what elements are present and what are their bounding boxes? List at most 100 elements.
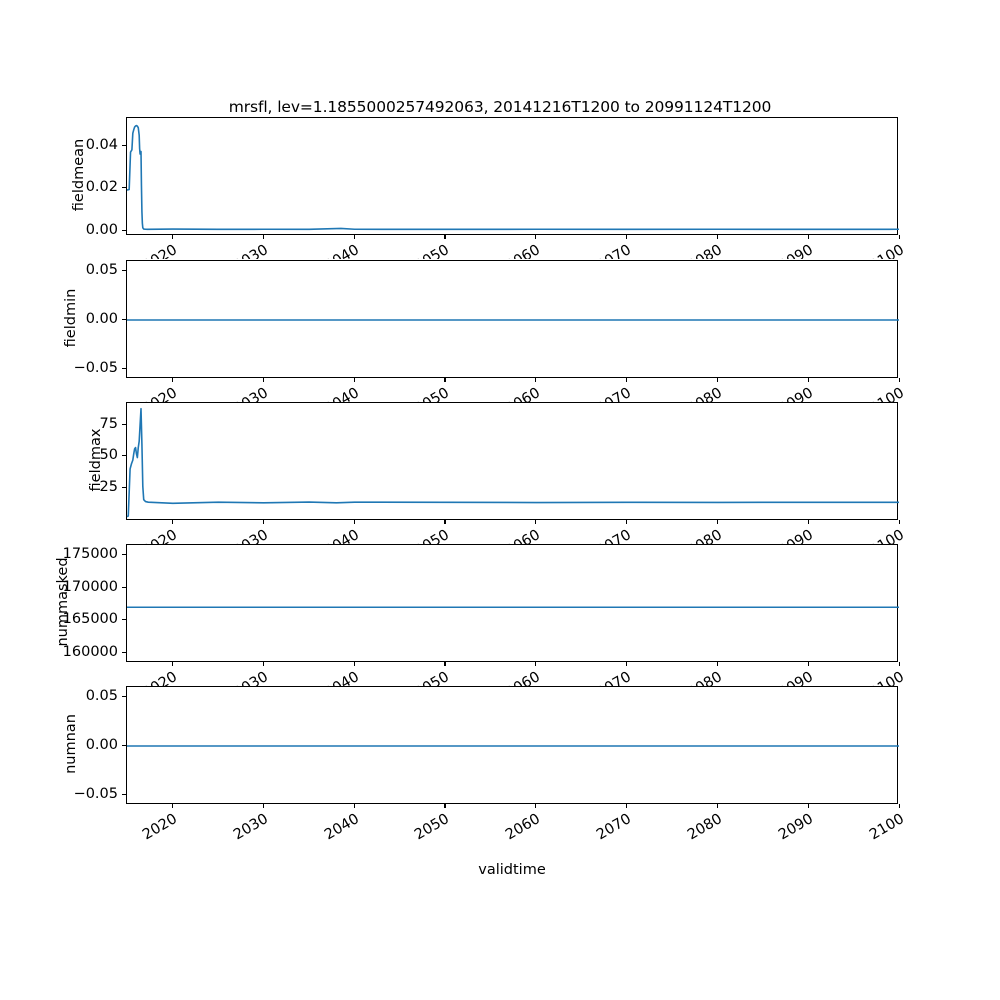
x-tick-label: 2070 xyxy=(594,527,635,544)
x-tick-mark xyxy=(171,520,173,525)
y-tick-mark xyxy=(121,696,126,698)
x-tick-label: 2050 xyxy=(412,669,453,686)
x-tick-label-row: 2020 2030 2040 2050 2060 2070 2080 2090 2100 xyxy=(0,662,1000,686)
x-tick-label: 2070 xyxy=(594,242,635,259)
figure-title: mrsfl, lev=1.1855000257492063, 20141216T… xyxy=(228,98,772,116)
y-tick-mark xyxy=(121,367,126,369)
x-tick-mark xyxy=(444,804,446,809)
x-tick-mark xyxy=(444,235,446,240)
x-tick-label: 2070 xyxy=(594,669,635,686)
x-tick-label: 2090 xyxy=(776,385,817,402)
x-tick-label: 2040 xyxy=(321,669,362,686)
y-tick-label: 0.05 xyxy=(85,688,118,705)
axes-panel-fieldmin xyxy=(126,260,899,378)
x-tick-mark xyxy=(626,235,628,240)
y-axis-label-numnan: numnan xyxy=(63,714,79,774)
y-tick-label: 0.00 xyxy=(85,221,118,238)
x-tick-label: 2060 xyxy=(503,669,544,686)
axes-panel-fieldmean xyxy=(126,117,900,235)
x-tick-label: 2060 xyxy=(503,385,544,402)
x-tick-mark xyxy=(535,804,537,809)
data-line-fieldmax xyxy=(126,407,899,518)
x-tick-label: 2030 xyxy=(230,669,271,686)
y-tick-mark xyxy=(121,651,126,653)
axes-panel-nummasked xyxy=(126,544,899,662)
x-tick-mark xyxy=(808,662,810,667)
x-tick-mark xyxy=(535,520,537,525)
y-tick-label: 75 xyxy=(99,415,118,432)
y-tick-mark xyxy=(121,145,126,147)
y-tick-mark xyxy=(121,793,126,795)
x-tick-mark xyxy=(171,804,173,809)
x-tick-label: 2080 xyxy=(685,527,726,544)
x-tick-mark xyxy=(717,804,719,809)
y-tick-label: 0.04 xyxy=(85,137,118,154)
x-tick-mark xyxy=(717,520,719,525)
y-axis-label-fieldmax: fieldmax xyxy=(87,428,104,492)
y-tick-label: 0.02 xyxy=(85,179,118,196)
x-tick-label: 2080 xyxy=(685,242,726,259)
y-tick-label: 160000 xyxy=(62,643,118,660)
x-tick-mark xyxy=(898,804,900,809)
x-tick-mark xyxy=(535,662,537,667)
data-line-nummasked xyxy=(127,606,899,609)
y-tick-label: 0.00 xyxy=(85,311,118,327)
x-tick-label: 2020 xyxy=(139,669,180,686)
y-tick-mark xyxy=(121,455,126,457)
x-tick-mark xyxy=(808,235,810,240)
x-tick-label: 2050 xyxy=(412,385,453,402)
y-tick-label: 175000 xyxy=(62,546,118,563)
x-tick-label: 2070 xyxy=(594,811,635,844)
y-tick-label: 170000 xyxy=(62,578,118,595)
x-tick-mark xyxy=(898,662,900,667)
y-tick-label: 25 xyxy=(99,478,118,495)
x-tick-label: 2020 xyxy=(139,385,180,402)
x-tick-label: 2030 xyxy=(230,811,271,844)
x-tick-mark xyxy=(262,378,264,383)
axes-panel-numnan xyxy=(126,686,899,804)
x-tick-mark xyxy=(171,378,173,383)
x-tick-mark xyxy=(626,378,628,383)
x-tick-mark xyxy=(353,520,355,525)
x-tick-mark xyxy=(535,378,537,383)
x-tick-label: 2080 xyxy=(685,385,726,402)
x-tick-label: 2100 xyxy=(866,669,907,686)
y-axis-label-fieldmean: fieldmean xyxy=(71,138,88,212)
y-tick-label: 50 xyxy=(99,447,118,464)
x-tick-label: 2050 xyxy=(412,811,453,844)
x-tick-label: 2080 xyxy=(685,811,726,844)
x-tick-label: 2050 xyxy=(412,527,453,544)
x-tick-label: 2100 xyxy=(866,385,907,402)
x-tick-label: 2090 xyxy=(776,527,817,544)
y-tick-label: −0.05 xyxy=(73,785,118,802)
x-tick-mark xyxy=(444,662,446,667)
y-axis-label-fieldmin: fieldmin xyxy=(63,288,79,348)
x-tick-mark xyxy=(262,662,264,667)
x-tick-label-row: 2020 2030 2040 2050 2060 2070 2080 2090 2100 xyxy=(0,378,1000,402)
x-tick-label: 2080 xyxy=(685,669,726,686)
data-line-fieldmean xyxy=(126,124,900,231)
x-tick-mark xyxy=(171,662,173,667)
y-tick-label: 0.05 xyxy=(85,262,118,279)
x-tick-label: 2020 xyxy=(139,527,180,544)
axes-panel-fieldmax xyxy=(126,402,899,520)
x-tick-label: 2060 xyxy=(503,811,544,844)
x-tick-mark xyxy=(808,520,810,525)
x-tick-mark xyxy=(808,378,810,383)
x-tick-mark xyxy=(808,804,810,809)
x-tick-label: 2090 xyxy=(776,669,817,686)
x-tick-mark xyxy=(626,804,628,809)
x-tick-mark xyxy=(717,378,719,383)
x-tick-mark xyxy=(898,378,900,383)
x-tick-mark xyxy=(262,520,264,525)
x-tick-label: 2090 xyxy=(776,811,817,844)
x-tick-label: 2040 xyxy=(321,527,362,544)
data-line-fieldmin xyxy=(127,319,899,321)
x-tick-mark xyxy=(353,804,355,809)
x-tick-mark xyxy=(535,235,537,240)
x-tick-label: 2030 xyxy=(230,242,271,259)
x-tick-label: 2020 xyxy=(139,811,180,844)
x-axis-label: validtime xyxy=(478,862,546,878)
x-tick-mark xyxy=(353,235,355,240)
